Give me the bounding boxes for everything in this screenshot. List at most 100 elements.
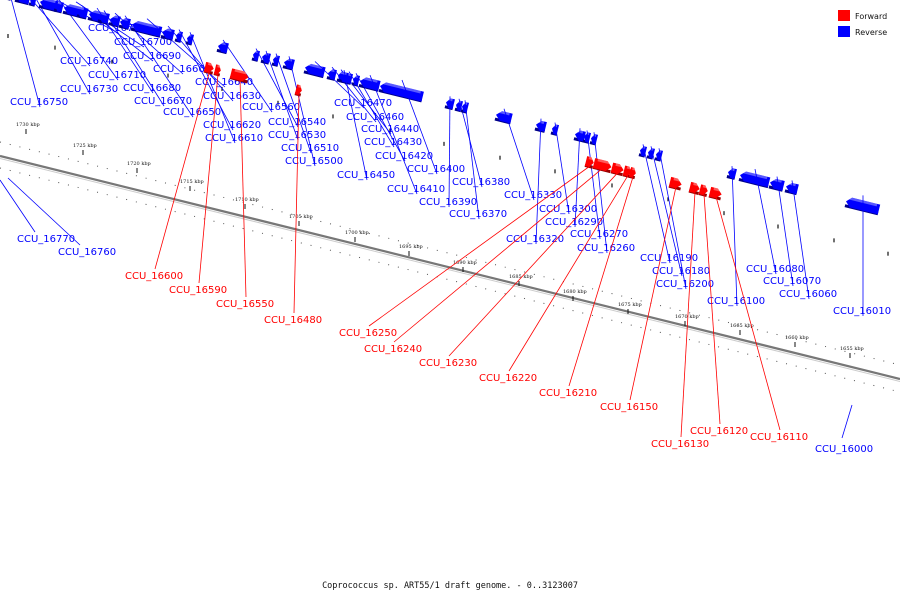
gene-label[interactable]: CCU_16230	[419, 358, 477, 369]
gene-label[interactable]: CCU_16770	[17, 234, 75, 245]
gene-arrow-ccu-16540[interactable]	[251, 50, 261, 62]
gene-label[interactable]: CCU_16010	[833, 306, 891, 317]
gene-label[interactable]: CCU_16190	[640, 253, 698, 264]
gene-label[interactable]: CCU_16120	[690, 426, 748, 437]
gene-arrow-ccu-16470[interactable]	[303, 63, 326, 79]
gene-label[interactable]: CCU_16410	[387, 184, 445, 195]
gene-arrow-ccu-16330[interactable]	[494, 110, 513, 125]
gene-label[interactable]: CCU_16590	[169, 285, 227, 296]
gene-label[interactable]: CCU_16750	[10, 97, 68, 108]
gene-label[interactable]: CCU_16180	[652, 266, 710, 277]
gene-arrow-ccu-16500[interactable]	[282, 57, 295, 71]
gene-arrow-ccu-16610[interactable]	[185, 33, 195, 46]
gene-label[interactable]: CCU_16600	[125, 271, 183, 282]
gene-arrow-ccu-16620[interactable]	[174, 31, 184, 43]
gene-label[interactable]: CCU_16060	[779, 289, 837, 300]
gene-label[interactable]: CCU_16400	[407, 164, 465, 175]
gene-label[interactable]: CCU_16260	[577, 243, 635, 254]
gene-label[interactable]: CCU_16460	[346, 112, 404, 123]
gene-label[interactable]: CCU_16320	[506, 234, 564, 245]
gene-label[interactable]: CCU_16640	[195, 77, 253, 88]
gene-arrow-ccu-16640[interactable]	[130, 20, 163, 38]
gene-arrow-ccu-16600[interactable]	[203, 61, 215, 75]
gene-label[interactable]: CCU_16470	[334, 98, 392, 109]
gene-arrow-ccu-16740[interactable]	[14, 0, 31, 6]
gene-arrow-ccu-16710[interactable]	[53, 1, 64, 14]
gene-arrow-ccu-16390[interactable]	[444, 98, 455, 111]
gene-label[interactable]: CCU_16730	[60, 84, 118, 95]
gene-label[interactable]: CCU_16500	[285, 156, 343, 167]
gene-arrow-ccu-16730[interactable]	[28, 0, 38, 7]
gene-label[interactable]: CCU_16220	[479, 373, 537, 384]
gene-label[interactable]: CCU_16610	[205, 133, 263, 144]
gene-label[interactable]: CCU_16380	[452, 177, 510, 188]
gene-label[interactable]: CCU_16300	[539, 204, 597, 215]
gene-label[interactable]: CCU_16270	[570, 229, 628, 240]
gene-label[interactable]: CCU_16390	[419, 197, 477, 208]
gene-label[interactable]: CCU_16200	[656, 279, 714, 290]
gene-label[interactable]: CCU_16480	[264, 315, 322, 326]
gene-label[interactable]: CCU_16510	[281, 143, 339, 154]
gene-arrow-ccu-16480[interactable]	[294, 84, 303, 97]
gene-label[interactable]: CCU_16740	[60, 56, 118, 67]
gene-label[interactable]: CCU_16440	[361, 124, 419, 135]
gene-label[interactable]: CCU_16560	[242, 102, 300, 113]
gene-arrow-ccu-16230[interactable]	[610, 162, 625, 177]
gene-label[interactable]: CCU_16530	[268, 130, 326, 141]
gene-arrow-ccu-16550[interactable]	[229, 68, 250, 84]
gene-arrow-ccu-16150[interactable]	[668, 176, 683, 191]
gene-arrow-ccu-16070[interactable]	[768, 178, 785, 192]
gene-label[interactable]: CCU_16290	[545, 217, 603, 228]
gene-label[interactable]: CCU_16660	[153, 64, 211, 75]
gene-label[interactable]: CCU_16540	[268, 117, 326, 128]
gene-arrow-ccu-16260[interactable]	[589, 133, 599, 146]
gene-arrow-ccu-16200[interactable]	[654, 149, 664, 162]
gene-label[interactable]: CCU_16130	[651, 439, 709, 450]
gene-arrow-ccu-16080[interactable]	[738, 170, 771, 189]
gene-label[interactable]: CCU_16450	[337, 170, 395, 181]
gene-label[interactable]: CCU_16370	[449, 209, 507, 220]
gene-arrow-ccu-16450[interactable]	[338, 71, 349, 84]
gene-label[interactable]: CCU_16550	[216, 299, 274, 310]
gene-arrow-ccu-16590[interactable]	[213, 64, 222, 77]
gene-label[interactable]: CCU_16250	[339, 328, 397, 339]
gene-label[interactable]: CCU_16670	[134, 96, 192, 107]
gene-label[interactable]: CCU_16420	[375, 151, 433, 162]
gene-label[interactable]: CCU_16110	[750, 432, 808, 443]
gene-label[interactable]: CCU_16100	[707, 296, 765, 307]
gene-arrow-ccu-16630[interactable]	[160, 27, 175, 41]
gene-arrow-ccu-16400[interactable]	[378, 81, 424, 103]
gene-label[interactable]: CCU_16210	[539, 388, 597, 399]
gene-arrow-ccu-16250[interactable]	[584, 156, 595, 169]
gene-arrow-ccu-16560[interactable]	[216, 41, 229, 55]
gene-arrow-ccu-16010[interactable]	[844, 196, 881, 216]
gene-arrow-ccu-16300[interactable]	[550, 124, 560, 136]
gene-arrow-ccu-16690[interactable]	[76, 6, 86, 19]
gene-arrow-ccu-16530[interactable]	[260, 52, 271, 65]
gene-arrow-ccu-16110[interactable]	[708, 186, 723, 201]
gene-arrow-ccu-16660[interactable]	[108, 14, 121, 28]
gene-arrow-ccu-16240[interactable]	[592, 158, 613, 174]
gene-label[interactable]: CCU_16240	[364, 344, 422, 355]
gene-label[interactable]: CCU_16760	[58, 247, 116, 258]
gene-label[interactable]: CCU_16620	[203, 120, 261, 131]
gene-label[interactable]: CCU_16330	[504, 190, 562, 201]
gene-label[interactable]: CCU_16150	[600, 402, 658, 413]
gene-arrow-ccu-16460[interactable]	[326, 68, 337, 81]
gene-label[interactable]: CCU_16080	[746, 264, 804, 275]
gene-arrow-ccu-16120[interactable]	[698, 184, 709, 197]
gene-label[interactable]: CCU_16000	[815, 444, 873, 455]
gene-label[interactable]: CCU_16070	[763, 276, 821, 287]
gene-label[interactable]: CCU_16720	[88, 23, 146, 34]
gene-arrow-ccu-16130[interactable]	[688, 181, 701, 195]
gene-label[interactable]: CCU_16650	[163, 107, 221, 118]
gene-arrow-ccu-16210[interactable]	[628, 167, 637, 180]
gene-label[interactable]: CCU_16680	[123, 83, 181, 94]
gene-label[interactable]: CCU_16430	[364, 137, 422, 148]
gene-arrow-ccu-16720[interactable]	[38, 0, 59, 13]
gene-arrow-ccu-16420[interactable]	[351, 74, 361, 87]
gene-arrow-ccu-16060[interactable]	[784, 182, 799, 196]
gene-arrow-ccu-16410[interactable]	[358, 76, 381, 92]
gene-label[interactable]: CCU_16630	[203, 91, 261, 102]
gene-label[interactable]: CCU_16710	[88, 70, 146, 81]
